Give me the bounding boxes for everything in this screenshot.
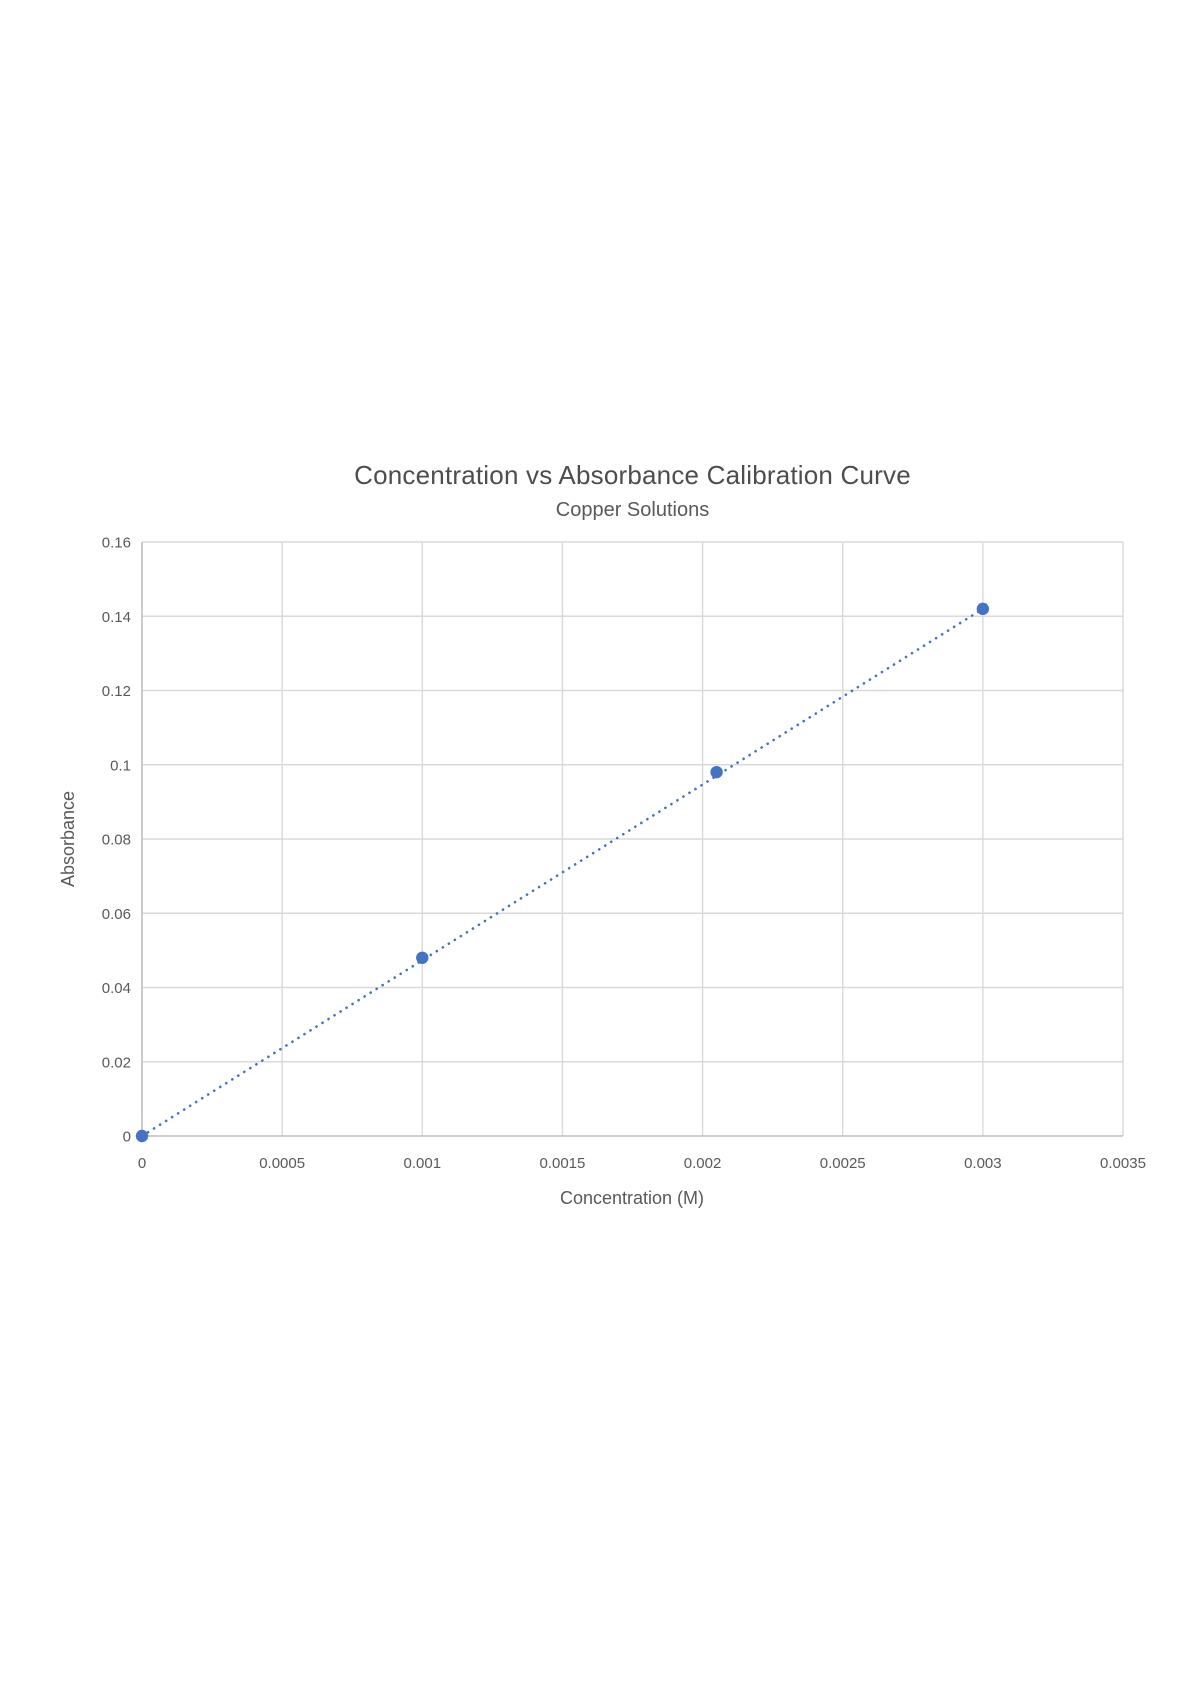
x-tick-label: 0.003 [964,1155,1002,1172]
x-tick-label: 0.001 [404,1155,442,1172]
y-tick-label: 0.16 [102,535,131,552]
data-point [135,1129,149,1143]
y-tick-label: 0 [123,1129,131,1146]
x-tick-label: 0.0025 [820,1155,866,1172]
plot-area: 0 0.02 0.04 0.06 0.08 0.1 0.12 0.14 0.16 0 0.0005 0… [102,535,1146,1173]
trendline [140,607,985,1138]
x-axis-title: Concentration (M) [559,1188,705,1208]
chart-title: Concentration vs Absorbance Calibration … [354,460,911,490]
x-tick-label: 0.002 [684,1155,722,1172]
y-tick-label: 0.06 [102,906,131,923]
y-tick-label: 0.12 [102,683,131,700]
y-tick-label: 0.14 [102,609,131,626]
data-point [416,951,429,964]
x-tick-label: 0.0005 [259,1155,305,1172]
y-tick-label: 0.04 [102,980,131,997]
x-tick-label: 0 [138,1155,146,1172]
data-point [976,602,990,616]
chart-subtitle: Copper Solutions [555,499,710,521]
x-tick-label: 0.0015 [539,1155,585,1172]
y-tick-label: 0.02 [102,1054,131,1071]
x-tick-label: 0.0035 [1100,1155,1146,1172]
data-point [710,765,723,779]
y-tick-label: 0.08 [102,832,131,849]
y-tick-label: 0.1 [110,757,131,774]
